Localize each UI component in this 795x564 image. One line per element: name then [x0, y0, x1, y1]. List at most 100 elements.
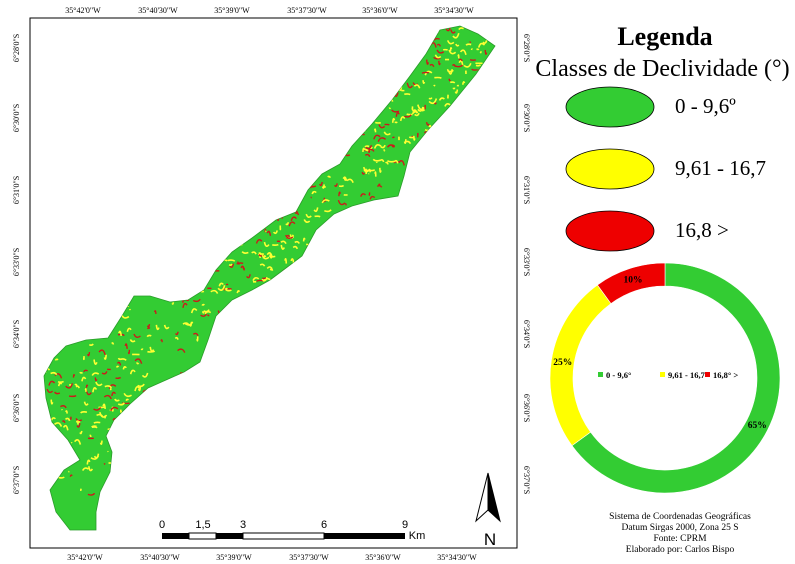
moderate-slope-mark — [477, 42, 486, 48]
steep-slope-mark — [448, 78, 451, 82]
moderate-slope-mark — [92, 386, 98, 393]
moderate-slope-mark — [272, 230, 278, 235]
moderate-slope-mark — [448, 49, 457, 55]
steep-slope-mark — [425, 121, 430, 126]
moderate-slope-mark — [22, 434, 27, 437]
bottom-tick-label: 35°40'30"W — [140, 553, 180, 562]
steep-slope-mark — [206, 314, 210, 317]
top-tick-label: 35°36'0"W — [362, 6, 398, 15]
moderate-slope-mark — [379, 167, 382, 173]
steep-slope-mark — [246, 274, 251, 279]
steep-slope-mark — [61, 420, 66, 423]
moderate-slope-mark — [79, 430, 83, 435]
moderate-slope-mark — [201, 311, 205, 314]
left-tick-label: 6°34'0"S — [12, 320, 21, 348]
moderate-slope-mark — [263, 241, 270, 248]
moderate-slope-mark — [411, 109, 418, 114]
moderate-slope-mark — [115, 365, 120, 368]
moderate-slope-mark — [65, 417, 71, 422]
moderate-slope-mark — [428, 97, 433, 100]
donut-slice — [596, 262, 666, 304]
moderate-slope-mark — [210, 289, 219, 294]
steep-slope-mark — [116, 361, 122, 366]
steep-slope-mark — [425, 59, 430, 65]
moderate-slope-mark — [391, 117, 396, 123]
steep-slope-mark — [376, 185, 383, 188]
scale-bar: 0 1,5 3 6 9 Km — [159, 519, 425, 542]
moderate-slope-mark — [343, 177, 347, 181]
moderate-slope-mark — [224, 287, 228, 290]
moderate-slope-mark — [118, 330, 122, 337]
right-tick-label: 6°33'0"S — [522, 248, 531, 276]
scale-label: 1,5 — [195, 519, 210, 531]
moderate-slope-mark — [93, 421, 101, 424]
scale-label: 6 — [321, 519, 327, 531]
slope-donut-chart: 65% 25% 10% 0 - 9,6° 9,61 - 16,7° 16,8° > — [549, 262, 781, 494]
moderate-slope-mark — [217, 285, 226, 291]
steep-slope-mark — [192, 332, 199, 337]
moderate-slope-mark — [83, 401, 89, 406]
steep-slope-mark — [377, 137, 387, 142]
credits-line: Elaborado por: Carlos Bispo — [625, 545, 735, 555]
steep-slope-mark — [433, 37, 440, 41]
steep-slope-mark — [451, 64, 457, 67]
moderate-slope-mark — [12, 424, 16, 427]
moderate-slope-mark — [155, 324, 160, 331]
steep-slope-mark — [46, 388, 54, 394]
steep-slope-mark — [83, 369, 88, 373]
bottom-tick-label: 35°37'30"W — [289, 553, 329, 562]
moderate-slope-mark — [62, 424, 69, 431]
moderate-slope-mark — [88, 343, 94, 346]
steep-slope-mark — [111, 391, 117, 397]
moderate-slope-mark — [96, 413, 104, 418]
moderate-slope-mark — [103, 354, 107, 360]
legend-label-flat: 0 - 9,6º — [675, 94, 736, 118]
moderate-slope-mark — [137, 383, 145, 388]
steep-slope-mark — [175, 331, 179, 336]
scale-unit: Km — [409, 530, 426, 542]
moderate-slope-mark — [57, 380, 65, 383]
moderate-slope-mark — [196, 336, 199, 342]
moderate-slope-mark — [324, 209, 332, 213]
moderate-slope-mark — [218, 282, 224, 287]
moderate-slope-mark — [266, 252, 273, 258]
moderate-slope-mark — [129, 339, 136, 343]
moderate-slope-mark — [404, 93, 411, 96]
steep-slope-mark — [345, 154, 351, 157]
moderate-slope-mark — [163, 324, 170, 330]
steep-slope-mark — [395, 111, 400, 117]
steep-slope-mark — [133, 333, 141, 339]
moderate-slope-mark — [137, 386, 142, 392]
moderate-slope-mark — [428, 98, 438, 105]
steep-slope-mark — [288, 221, 296, 227]
left-tick-label: 6°37'0"S — [12, 466, 21, 494]
top-tick-label: 35°34'30"W — [434, 6, 474, 15]
steep-slope-mark — [378, 124, 386, 129]
donut-legend-swatch — [598, 372, 603, 377]
moderate-slope-mark — [368, 168, 371, 173]
left-tick-label: 6°28'0"S — [12, 34, 21, 62]
moderate-slope-mark — [374, 121, 381, 124]
moderate-slope-mark — [81, 467, 89, 471]
right-tick-label: 6°31'0"S — [522, 176, 531, 204]
moderate-slope-mark — [383, 131, 391, 136]
moderate-slope-mark — [338, 184, 345, 188]
steep-slope-mark — [225, 283, 229, 286]
moderate-slope-mark — [284, 258, 288, 264]
moderate-slope-mark — [117, 402, 125, 406]
steep-slope-mark — [337, 199, 346, 206]
moderate-slope-mark — [125, 398, 129, 401]
steep-slope-mark — [177, 348, 186, 353]
moderate-slope-mark — [227, 259, 236, 262]
steep-slope-mark — [192, 298, 201, 303]
moderate-slope-mark — [403, 139, 407, 144]
steep-slope-mark — [361, 171, 366, 175]
moderate-slope-mark — [421, 109, 426, 112]
moderate-slope-mark — [95, 381, 103, 387]
moderate-slope-mark — [272, 243, 279, 246]
steep-slope-mark — [450, 29, 456, 34]
moderate-slope-mark — [174, 336, 179, 340]
moderate-slope-mark — [364, 145, 370, 148]
steep-slope-mark — [101, 371, 108, 375]
steep-slope-mark — [76, 423, 81, 428]
